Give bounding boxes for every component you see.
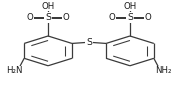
- Text: O: O: [109, 13, 116, 22]
- Text: OH: OH: [41, 2, 55, 11]
- Text: O: O: [62, 13, 69, 22]
- Text: O: O: [144, 13, 151, 22]
- Text: S: S: [86, 38, 92, 47]
- Text: S: S: [127, 13, 133, 22]
- Text: OH: OH: [123, 2, 137, 11]
- Text: S: S: [45, 13, 51, 22]
- Text: O: O: [27, 13, 34, 22]
- Text: NH₂: NH₂: [155, 66, 172, 75]
- Text: H₂N: H₂N: [6, 66, 23, 75]
